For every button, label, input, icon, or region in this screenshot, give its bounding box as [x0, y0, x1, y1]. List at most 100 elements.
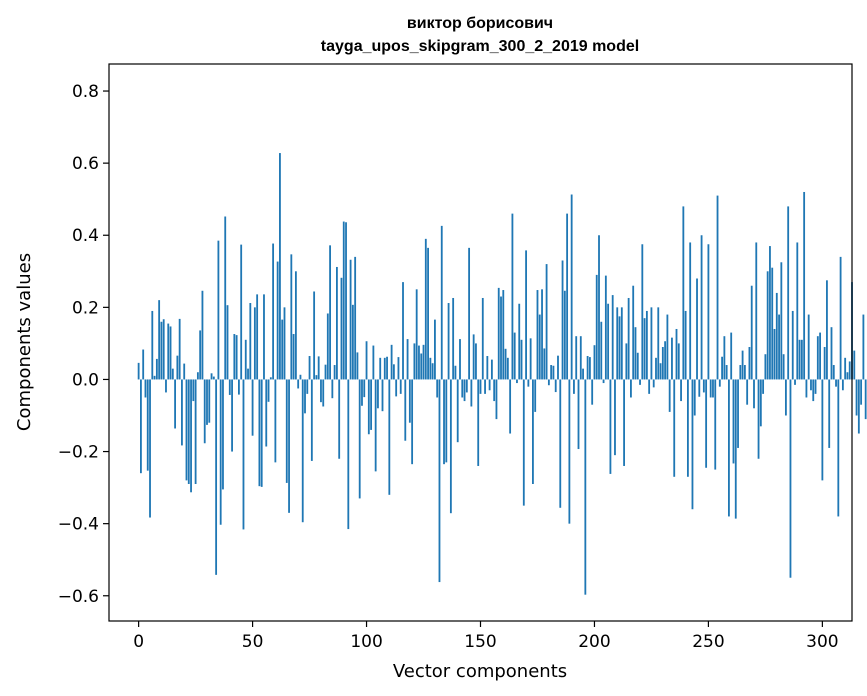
bar [390, 344, 393, 380]
bar [345, 222, 347, 380]
bar [570, 194, 573, 380]
bar [527, 379, 530, 387]
bar [356, 352, 359, 380]
bar [755, 242, 758, 380]
bar [705, 379, 708, 468]
bar [584, 379, 587, 595]
bar [370, 379, 373, 430]
bar [158, 300, 161, 380]
bar [192, 379, 195, 402]
bar [488, 379, 491, 391]
bar [477, 379, 480, 466]
y-tick-label: −0.4 [58, 515, 99, 535]
bar [636, 352, 639, 380]
bar [463, 379, 466, 402]
bar [452, 297, 455, 380]
bar [408, 379, 411, 423]
bar [459, 339, 461, 380]
bar [438, 379, 441, 583]
bar [267, 379, 270, 402]
bar [484, 379, 486, 394]
bar [734, 379, 737, 519]
bar [418, 345, 420, 380]
bar [509, 379, 512, 434]
bar [541, 289, 543, 380]
bar [187, 379, 190, 484]
bar [602, 379, 605, 384]
x-tick-label: 50 [242, 632, 264, 652]
bar [550, 365, 553, 380]
bar [803, 191, 806, 380]
bar [281, 319, 284, 380]
bar [290, 254, 293, 380]
bar [702, 379, 705, 393]
x-axis-label: Vector components [393, 661, 567, 682]
bar [620, 307, 623, 380]
bar [260, 379, 263, 487]
bar [283, 307, 286, 380]
bar [835, 379, 837, 387]
bar [402, 282, 404, 380]
bar [821, 379, 824, 481]
bar [830, 327, 833, 380]
bar [566, 213, 569, 380]
bar [857, 379, 860, 434]
bar [748, 347, 751, 380]
bar [554, 379, 557, 393]
y-tick-label: 0.2 [72, 298, 99, 318]
bar [513, 332, 516, 380]
bar [764, 354, 767, 380]
bar [773, 328, 776, 380]
bar [297, 379, 300, 389]
bar [149, 379, 151, 518]
bar [520, 339, 523, 380]
bar [652, 379, 655, 388]
bar [794, 379, 796, 385]
bar [208, 379, 211, 423]
bar [547, 379, 550, 386]
bar [436, 379, 439, 398]
bar [199, 330, 202, 380]
bar [169, 326, 172, 380]
bar [185, 379, 188, 481]
bar [673, 379, 676, 477]
bar [493, 379, 496, 402]
bar [361, 379, 363, 406]
bar [326, 313, 329, 380]
bar [632, 285, 635, 380]
bar [762, 379, 765, 394]
bar [304, 379, 306, 414]
bar [181, 379, 183, 446]
bar [782, 354, 785, 380]
bar [288, 379, 290, 513]
chart-title: виктор борисович [407, 15, 553, 32]
bar [582, 368, 584, 380]
bar [641, 244, 644, 380]
bar [294, 271, 297, 380]
bar [716, 195, 719, 380]
bar [144, 379, 147, 398]
bar [611, 295, 614, 380]
bar [841, 379, 844, 391]
bar [689, 242, 692, 380]
bar [381, 379, 384, 412]
bar [146, 379, 149, 471]
bar [392, 364, 395, 380]
bar [648, 379, 651, 394]
bar [274, 379, 277, 463]
bar [616, 307, 619, 380]
bar [415, 289, 418, 380]
bar [600, 321, 603, 380]
x-tick-label: 100 [350, 632, 382, 652]
bar [609, 379, 612, 474]
bar [538, 314, 541, 380]
bar [333, 365, 336, 380]
bar [789, 379, 792, 578]
bar [228, 379, 231, 395]
bar [315, 375, 318, 380]
bar [317, 356, 320, 380]
bar [557, 355, 559, 380]
bar [422, 344, 425, 380]
bar [573, 379, 575, 394]
